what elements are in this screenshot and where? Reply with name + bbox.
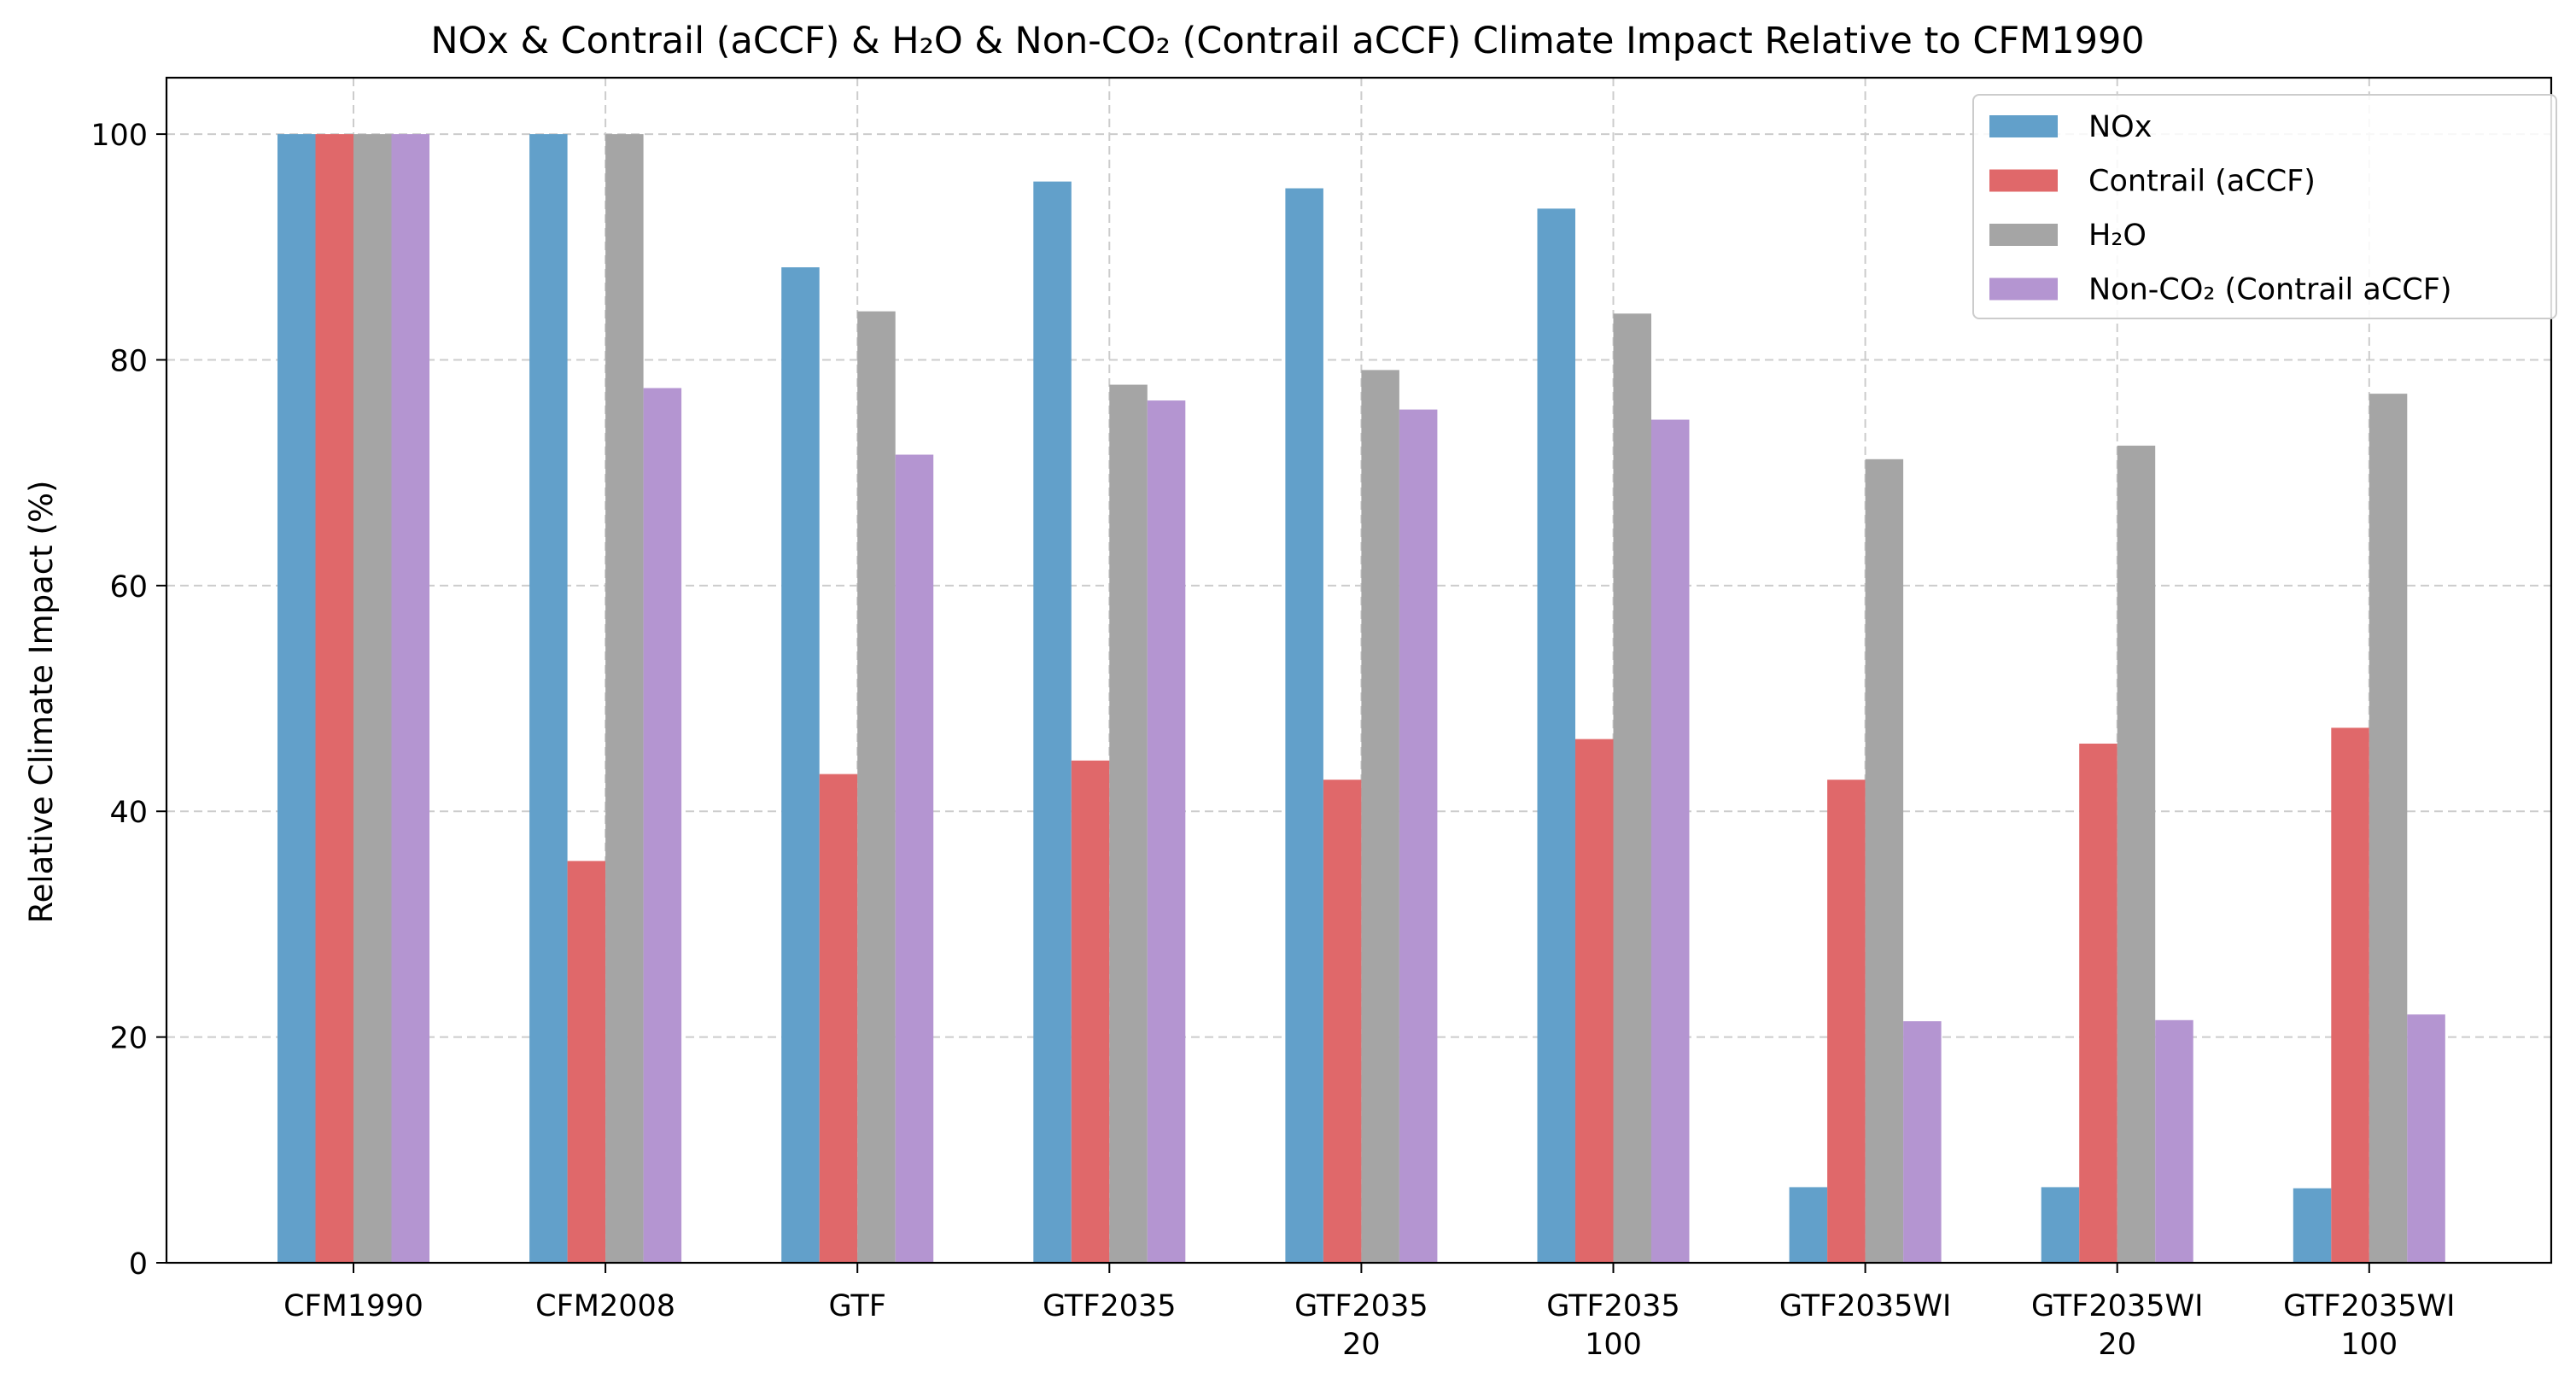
x-tick-label: GTF2035: [1294, 1289, 1428, 1323]
bar: [1575, 739, 1614, 1263]
bar: [1109, 384, 1148, 1263]
bar: [605, 134, 644, 1264]
bar: [1789, 1187, 1828, 1263]
bar: [643, 388, 682, 1263]
legend: NOx Contrail (aCCF) H₂O Non-CO₂ (Contrail a…: [1972, 94, 2557, 319]
x-tick-label: CFM1990: [283, 1289, 423, 1323]
legend-swatch: [1989, 277, 2058, 301]
plot-frame: [165, 76, 2553, 1264]
legend-swatch: [1989, 169, 2058, 192]
y-tick-label: 60: [109, 570, 148, 604]
bar: [1361, 370, 1399, 1264]
bar: [1071, 760, 1110, 1263]
bar: [895, 454, 934, 1263]
bar: [1537, 208, 1575, 1264]
x-tick-label: 20: [1342, 1328, 1381, 1362]
chart-title: NOx & Contrail (aCCF) & H₂O & Non-CO₂ (C…: [430, 20, 2144, 62]
bar: [1613, 313, 1651, 1264]
ticks-layer: 0 20 40 60 80 100 CFM1990 CFM2008 GTF GTF2035 GTF2…: [91, 119, 2455, 1362]
bar: [1147, 400, 1186, 1263]
x-tick-label: 100: [1585, 1328, 1642, 1362]
bar: [2293, 1188, 2332, 1263]
x-tick-label: GTF2035WI: [2031, 1289, 2203, 1323]
y-tick-label: 80: [109, 344, 148, 378]
bar: [1827, 780, 1866, 1263]
bar: [1399, 409, 1438, 1263]
bar: [1323, 780, 1362, 1263]
bar: [2407, 1014, 2445, 1263]
legend-items: NOx Contrail (aCCF) H₂O Non-CO₂ (Contrail a…: [1989, 110, 2452, 307]
bar: [1865, 458, 1904, 1263]
x-tick-label: GTF2035: [1043, 1289, 1176, 1323]
x-tick-label: 20: [2098, 1328, 2136, 1362]
legend-label: Contrail (aCCF): [2088, 165, 2316, 199]
bar: [529, 134, 568, 1264]
bar: [1651, 419, 1690, 1264]
y-axis-label: Relative Climate Impact (%): [23, 481, 60, 924]
bar: [819, 774, 858, 1263]
x-tick-label: GTF2035: [1546, 1289, 1679, 1323]
x-tick-label: GTF2035WI: [1779, 1289, 1951, 1323]
bar: [2155, 1019, 2193, 1263]
legend-label: NOx: [2088, 110, 2152, 144]
x-tick-label: GTF2035WI: [2283, 1289, 2455, 1323]
x-tick-label: GTF: [829, 1289, 886, 1323]
x-tick-label: 100: [2340, 1328, 2398, 1362]
y-tick-label: 0: [129, 1247, 148, 1282]
bar: [781, 267, 820, 1264]
y-tick-label: 100: [91, 119, 148, 153]
bars-layer: [277, 134, 2445, 1264]
bar: [567, 861, 606, 1263]
x-tick-label: CFM2008: [535, 1289, 675, 1323]
legend-label: Non-CO₂ (Contrail aCCF): [2088, 273, 2452, 307]
legend-swatch: [1989, 224, 2058, 246]
bar: [2331, 727, 2369, 1263]
bar: [2041, 1187, 2080, 1263]
bar: [1903, 1021, 1942, 1263]
y-tick-label: 40: [109, 796, 148, 830]
bar: [315, 134, 353, 1264]
bar: [2079, 743, 2117, 1263]
bar: [1285, 188, 1323, 1264]
legend-frame: [1972, 94, 2557, 319]
bar: [2369, 394, 2408, 1264]
bar: [391, 134, 429, 1264]
y-tick-label: 20: [109, 1022, 148, 1056]
bar: [857, 311, 896, 1263]
bar: [353, 134, 392, 1264]
legend-label: H₂O: [2088, 219, 2147, 253]
bar: [1033, 181, 1072, 1263]
bar: [277, 134, 316, 1264]
legend-swatch: [1989, 115, 2058, 137]
bar: [2117, 445, 2156, 1263]
